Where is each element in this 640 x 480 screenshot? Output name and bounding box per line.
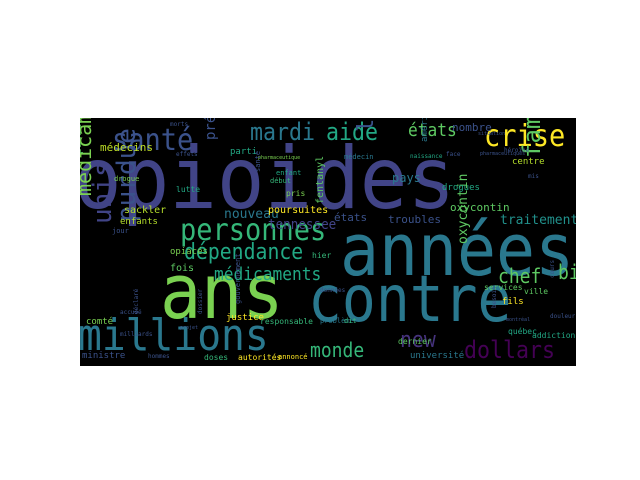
- word-opioides: opioides: [80, 129, 456, 229]
- word-drogues: drogues: [442, 183, 480, 193]
- word-responsable: responsable: [260, 317, 313, 326]
- word-crise: crise: [484, 119, 566, 154]
- word-fentanyl: fentanyl: [315, 155, 326, 204]
- word-sante-small: santé: [254, 150, 262, 172]
- word-etats-small: états: [334, 211, 368, 224]
- word-hommes: hommes: [148, 353, 170, 360]
- word-besoin: besoin: [491, 286, 498, 308]
- word-contre: contre: [308, 263, 512, 337]
- word-montreal: montréal: [506, 317, 531, 323]
- word-cours: cours: [549, 259, 556, 278]
- word-justice: justice: [226, 313, 264, 323]
- word-millions: millions: [80, 310, 269, 361]
- word-services: services: [484, 283, 523, 292]
- word-mardi: mardi: [250, 118, 316, 146]
- word-sackler: sackler: [124, 205, 167, 216]
- word-donnees: données: [320, 287, 346, 294]
- word-jour: jour: [112, 227, 129, 235]
- word-nouveau: nouveau: [224, 207, 279, 222]
- word-dependance: dépendance: [184, 240, 304, 265]
- word-americain: américain: [420, 118, 430, 142]
- word-pharmaceutiques: pharmaceutiques: [480, 151, 526, 157]
- word-traitement: traitement: [500, 213, 576, 228]
- word-patients: patients: [80, 118, 84, 154]
- word-medecins: médecins: [100, 141, 153, 154]
- word-enfant: enfant: [276, 169, 302, 177]
- word-president: président: [203, 118, 219, 140]
- word-pays: pays: [392, 171, 421, 185]
- word-dernier: dernier: [398, 337, 432, 346]
- word-ministre: ministre: [82, 351, 126, 361]
- word-effets: effets: [176, 151, 198, 158]
- word-hier: hier: [312, 251, 332, 260]
- word-comte: comté: [86, 317, 114, 327]
- word-universite: université: [410, 351, 465, 361]
- word-morts: morts: [170, 121, 189, 128]
- word-pris: pris: [286, 189, 306, 198]
- word-bien: bien: [558, 260, 576, 284]
- word-dollars: dollars: [464, 336, 556, 364]
- word-nombre: nombre: [452, 121, 492, 134]
- word-pharmaceutique: pharmaceutique: [258, 155, 301, 161]
- word-face: face: [446, 151, 461, 158]
- word-parti: parti: [230, 147, 258, 157]
- word-annees: années: [340, 208, 575, 292]
- word-probleme: problème: [320, 317, 354, 325]
- word-mis: mis: [528, 173, 539, 180]
- word-projet: projet: [180, 325, 199, 331]
- word-accuse: accusé: [120, 309, 142, 316]
- word-etats: états: [408, 120, 457, 141]
- word-annonce: annoncé: [278, 353, 308, 361]
- word-cloud: opioides années ans contre millions pers…: [80, 118, 576, 366]
- word-addiction: addiction: [532, 331, 576, 340]
- word-lutte: lutte: [176, 185, 201, 194]
- word-quebec: québec: [508, 327, 537, 336]
- word-fois: fois: [170, 263, 195, 274]
- word-debut: début: [270, 177, 292, 185]
- word-centre: centre: [512, 157, 545, 167]
- word-dossier: dossier: [197, 288, 204, 314]
- word-situation: situation: [478, 131, 506, 137]
- word-ans: ans: [160, 247, 284, 336]
- word-drogue: drogue: [114, 175, 140, 183]
- word-fils: fils: [502, 297, 524, 307]
- word-milliards: milliards: [120, 331, 153, 338]
- word-new: new: [400, 328, 436, 353]
- word-troubles: troubles: [388, 213, 441, 226]
- word-dit: dit: [344, 317, 357, 325]
- word-tennessee: tennessee: [268, 217, 337, 233]
- word-ville: ville: [524, 287, 549, 296]
- word-enfants: enfants: [120, 217, 158, 227]
- word-medecin: médecin: [344, 153, 374, 161]
- word-gouvernement: gouvernement: [234, 253, 242, 304]
- word-aide: aide: [326, 118, 379, 146]
- word-autorites: autorités: [238, 353, 282, 362]
- word-monde: monde: [310, 338, 365, 362]
- word-lundi: lundi: [354, 118, 379, 132]
- word-personnes: personnes: [180, 213, 327, 248]
- word-heroine: héroïne: [504, 147, 530, 154]
- word-sante: santé: [112, 123, 194, 158]
- word-douleur: douleur: [550, 313, 576, 320]
- word-oxycontin: oxycontin: [450, 201, 510, 214]
- word-naissance: naissance: [410, 153, 443, 160]
- word-medicaments: médicaments: [214, 264, 322, 285]
- word-opiaces: opiacés: [170, 247, 208, 257]
- word-poursuites: poursuites: [268, 205, 329, 216]
- word-doses: doses: [204, 353, 229, 362]
- word-chef: chef: [498, 264, 542, 288]
- word-declare: déclaré: [133, 288, 140, 314]
